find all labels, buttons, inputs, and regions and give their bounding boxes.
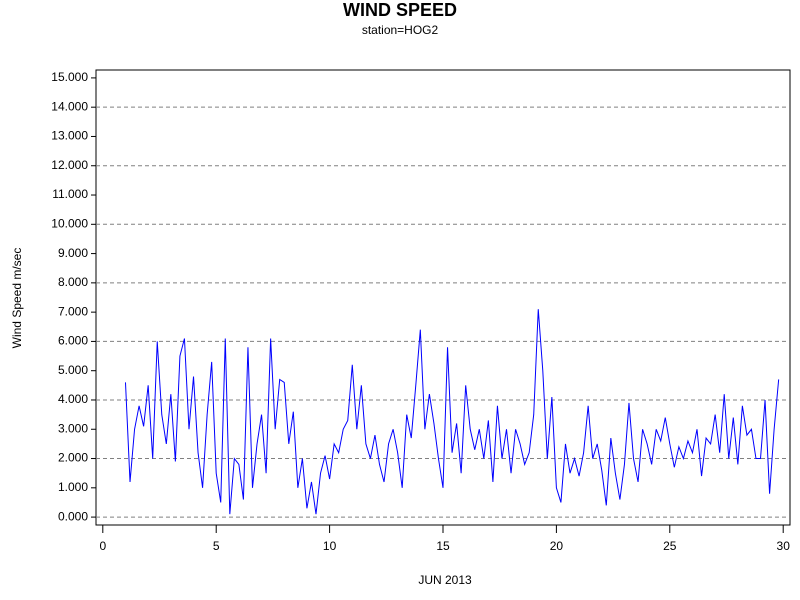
y-tick-label: 4.000: [58, 392, 88, 406]
y-tick-label: 3.000: [58, 421, 88, 435]
y-tick-label: 12.000: [51, 158, 88, 172]
x-axis-label: JUN 2013: [418, 573, 472, 587]
x-tick-label: 20: [550, 539, 564, 553]
y-tick-label: 1.000: [58, 480, 88, 494]
y-tick-label: 15.000: [51, 70, 88, 84]
y-tick-label: 8.000: [58, 275, 88, 289]
y-tick-label: 0.000: [58, 509, 88, 523]
y-tick-label: 9.000: [58, 246, 88, 260]
y-tick-label: 6.000: [58, 334, 88, 348]
data-line: [124, 309, 780, 515]
x-tick-label: 5: [213, 539, 220, 553]
x-tick-label: 0: [99, 539, 106, 553]
y-tick-label: 7.000: [58, 304, 88, 318]
y-tick-label: 11.000: [52, 187, 88, 201]
y-tick-label: 14.000: [51, 99, 88, 113]
chart-subtitle: station=HOG2: [362, 23, 439, 37]
chart-title: WIND SPEED: [343, 0, 457, 20]
y-axis-label: Wind Speed m/sec: [10, 248, 24, 349]
x-tick-label: 25: [663, 539, 677, 553]
y-tick-label: 5.000: [58, 363, 88, 377]
x-tick-label: 30: [777, 539, 791, 553]
x-tick-label: 10: [323, 539, 337, 553]
y-tick-label: 2.000: [58, 451, 88, 465]
plot-frame: [95, 69, 791, 526]
y-tick-label: 13.000: [51, 129, 88, 143]
x-tick-label: 15: [436, 539, 450, 553]
y-tick-label: 10.000: [51, 216, 88, 230]
